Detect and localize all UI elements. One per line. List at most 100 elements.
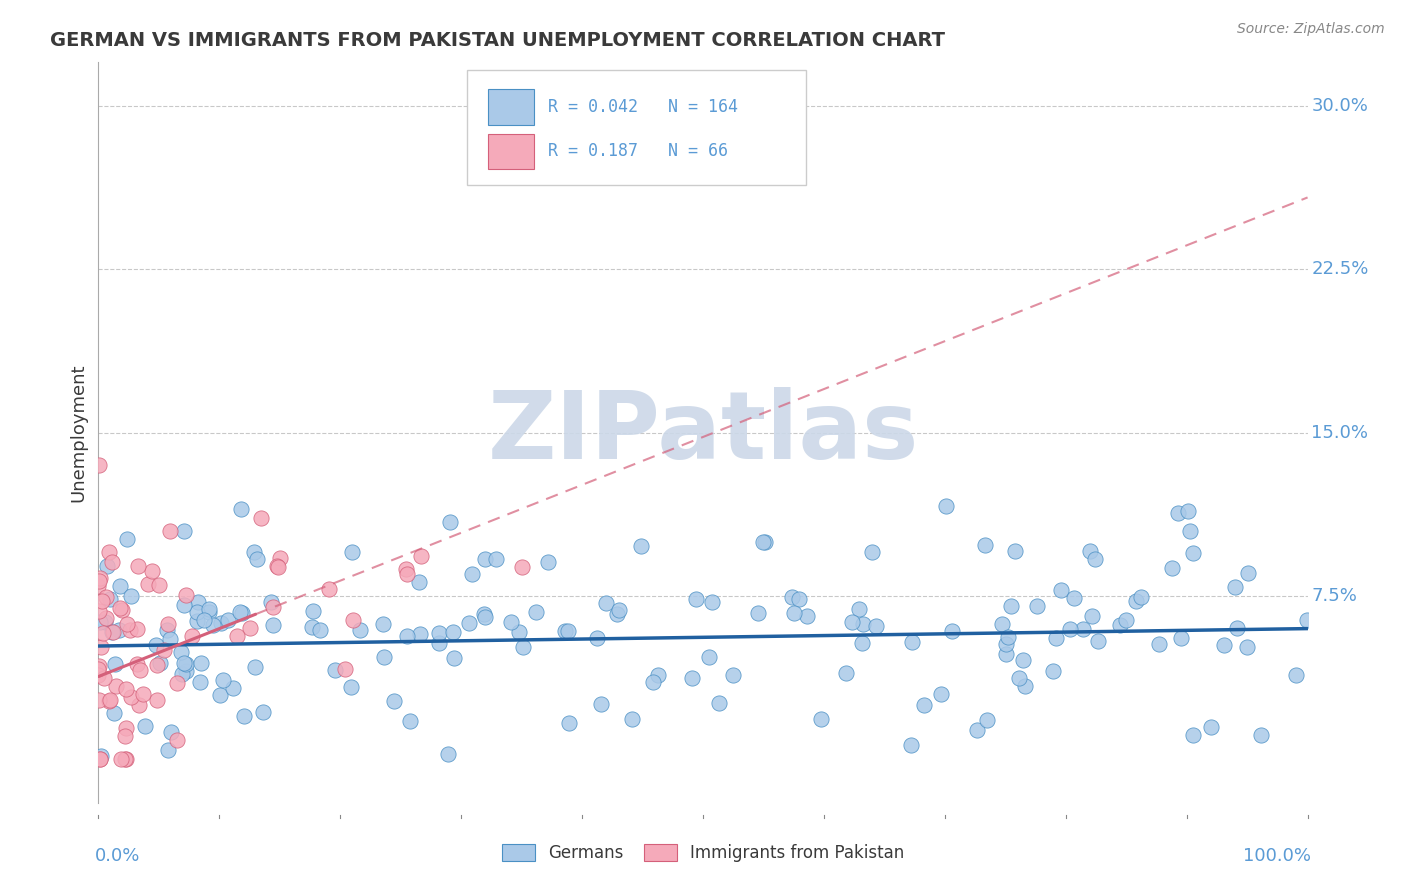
Point: [120, 690, 142, 704]
Point: [607, 603, 630, 617]
Point: [246, 552, 269, 566]
Point: [852, 617, 875, 632]
Point: [966, 723, 988, 737]
Point: [1109, 618, 1132, 632]
Point: [318, 582, 340, 596]
Point: [508, 625, 530, 640]
Point: [146, 657, 169, 672]
Point: [309, 623, 332, 637]
Point: [201, 617, 224, 632]
Point: [1000, 599, 1022, 614]
Point: [1149, 637, 1171, 651]
Point: [1177, 504, 1199, 518]
Point: [681, 671, 703, 685]
Point: [115, 616, 138, 631]
Point: [439, 515, 461, 529]
Point: [974, 538, 997, 552]
Point: [1042, 664, 1064, 678]
Point: [408, 574, 430, 589]
Point: [707, 697, 730, 711]
Point: [190, 657, 212, 671]
Point: [941, 624, 963, 638]
Point: [699, 650, 721, 665]
Point: [87, 458, 110, 473]
Point: [101, 555, 124, 569]
Point: [342, 613, 364, 627]
Y-axis label: Unemployment: Unemployment: [69, 363, 87, 502]
Point: [810, 712, 832, 726]
Point: [107, 623, 129, 637]
Point: [935, 500, 957, 514]
Point: [100, 625, 122, 640]
Point: [209, 616, 232, 631]
Point: [1250, 728, 1272, 742]
Point: [94, 615, 117, 629]
Point: [159, 632, 181, 646]
Point: [995, 637, 1018, 651]
Point: [103, 706, 125, 720]
Point: [900, 738, 922, 752]
Point: [212, 673, 235, 688]
Point: [172, 667, 194, 681]
Point: [340, 545, 363, 559]
Point: [239, 621, 262, 635]
Point: [87, 662, 110, 676]
Point: [229, 605, 252, 619]
Point: [166, 676, 188, 690]
Point: [87, 574, 110, 588]
Point: [176, 588, 198, 602]
Point: [990, 616, 1012, 631]
Point: [243, 660, 266, 674]
Point: [155, 623, 177, 637]
Point: [188, 674, 211, 689]
Point: [841, 615, 863, 630]
Point: [89, 571, 111, 585]
Point: [1167, 507, 1189, 521]
Point: [209, 688, 232, 702]
Point: [243, 545, 266, 559]
Point: [94, 611, 117, 625]
Point: [174, 657, 197, 671]
Point: [226, 629, 249, 643]
Point: [89, 752, 111, 766]
Point: [1087, 633, 1109, 648]
Point: [373, 617, 395, 632]
Point: [499, 615, 522, 629]
Text: GERMAN VS IMMIGRANTS FROM PAKISTAN UNEMPLOYMENT CORRELATION CHART: GERMAN VS IMMIGRANTS FROM PAKISTAN UNEMP…: [51, 30, 945, 50]
Point: [132, 687, 155, 701]
Point: [1285, 668, 1308, 682]
Point: [105, 679, 128, 693]
Point: [474, 609, 496, 624]
Point: [848, 602, 870, 616]
Point: [1226, 621, 1249, 635]
Point: [104, 657, 127, 671]
Point: [157, 743, 180, 757]
Point: [437, 747, 460, 762]
Point: [110, 752, 132, 766]
Point: [787, 592, 810, 607]
Text: 7.5%: 7.5%: [1312, 587, 1357, 605]
Point: [262, 599, 284, 614]
Point: [1059, 622, 1081, 636]
Point: [97, 545, 120, 559]
Point: [114, 729, 136, 743]
Point: [149, 656, 172, 670]
Point: [111, 603, 134, 617]
Point: [1008, 671, 1031, 685]
FancyBboxPatch shape: [488, 89, 534, 125]
Point: [108, 601, 131, 615]
Point: [93, 671, 115, 685]
Point: [1170, 631, 1192, 645]
Point: [98, 693, 121, 707]
Point: [233, 709, 256, 723]
Point: [747, 606, 769, 620]
Point: [429, 636, 451, 650]
Text: 22.5%: 22.5%: [1312, 260, 1368, 278]
Point: [1078, 543, 1101, 558]
Point: [382, 694, 405, 708]
Point: [98, 693, 121, 707]
Point: [1049, 583, 1071, 598]
Point: [851, 636, 873, 650]
Point: [1236, 640, 1258, 654]
Point: [115, 721, 138, 735]
